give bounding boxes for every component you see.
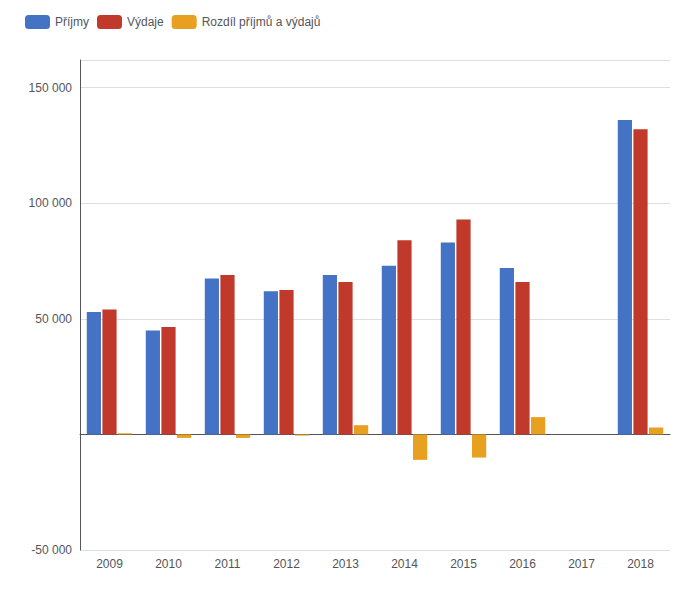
svg-text:2009: 2009	[96, 557, 123, 571]
svg-text:2018: 2018	[627, 557, 654, 571]
svg-text:2015: 2015	[450, 557, 477, 571]
svg-text:-50 000: -50 000	[31, 543, 72, 557]
svg-text:100 000: 100 000	[29, 196, 73, 210]
svg-text:2012: 2012	[273, 557, 300, 571]
svg-text:Výdaje: Výdaje	[127, 15, 164, 29]
svg-text:2017: 2017	[568, 557, 595, 571]
svg-text:2011: 2011	[215, 557, 241, 571]
svg-text:2014: 2014	[391, 557, 418, 571]
svg-text:Příjmy: Příjmy	[55, 15, 89, 29]
svg-text:150 000: 150 000	[29, 81, 73, 95]
svg-text:50 000: 50 000	[35, 312, 72, 326]
svg-text:2016: 2016	[509, 557, 536, 571]
svg-text:Rozdíl příjmů a výdajů: Rozdíl příjmů a výdajů	[202, 15, 321, 29]
svg-text:2010: 2010	[155, 557, 182, 571]
svg-text:2013: 2013	[332, 557, 359, 571]
